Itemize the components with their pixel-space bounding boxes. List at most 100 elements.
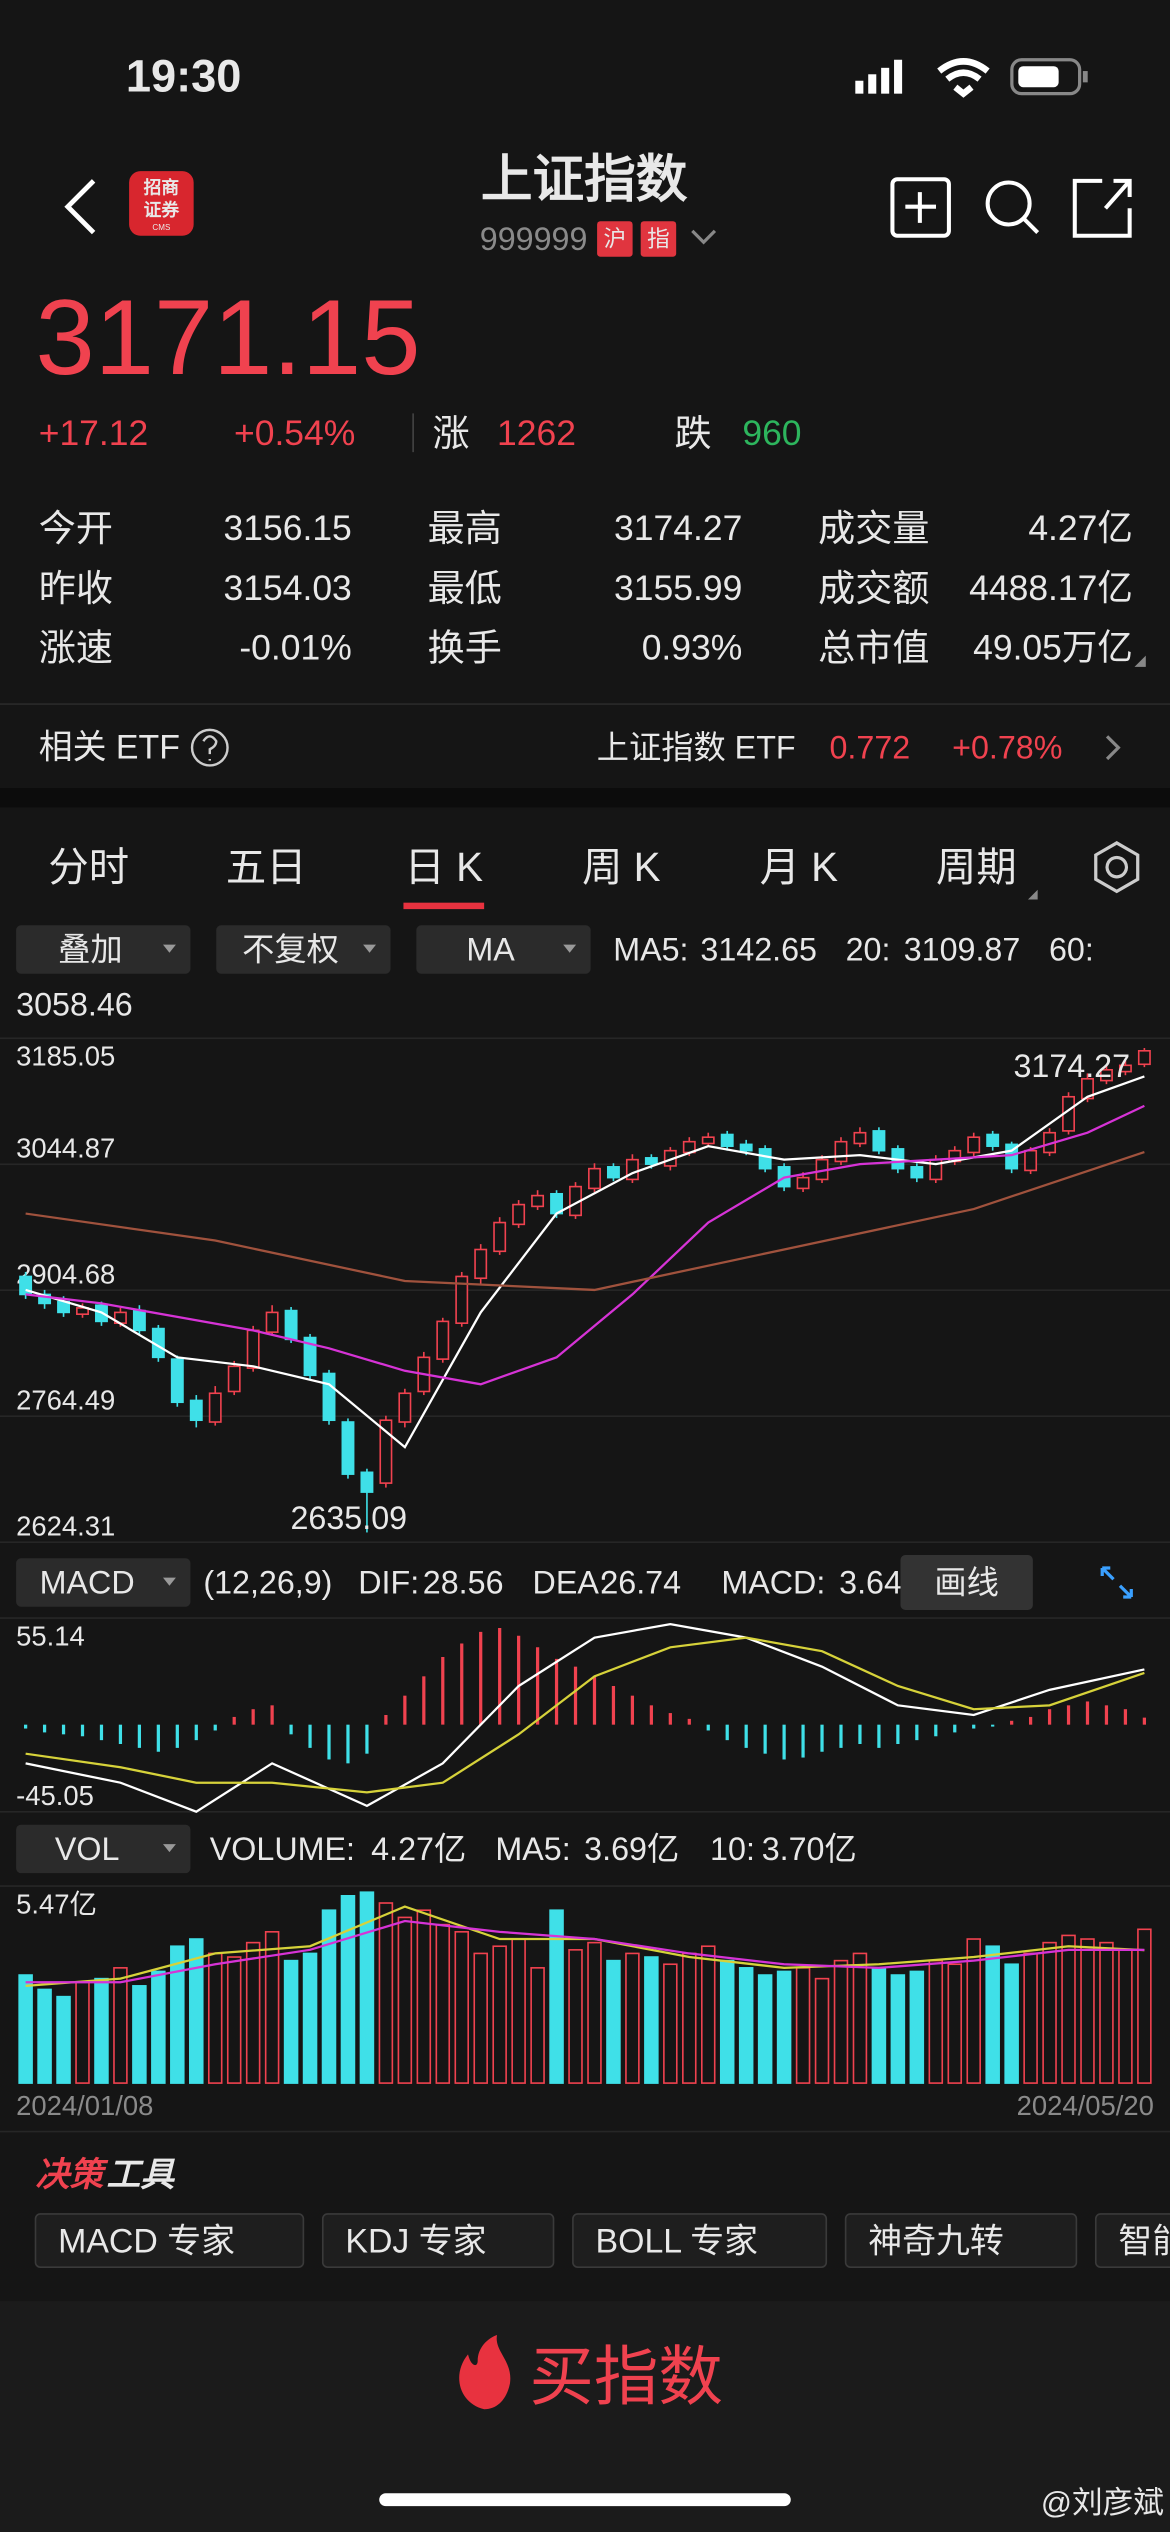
add-button[interactable] bbox=[890, 177, 951, 238]
help-icon[interactable] bbox=[190, 728, 229, 767]
tool-button[interactable] bbox=[844, 2213, 1078, 2268]
candle-body bbox=[493, 1221, 507, 1253]
etf-label: 相关 ETF bbox=[39, 729, 180, 767]
tab[interactable]: 五日 bbox=[226, 844, 307, 890]
volume-bar bbox=[1023, 1952, 1038, 2084]
x-label: 2024/01/08 bbox=[16, 2090, 153, 2121]
stat-value: 4.27亿 bbox=[1028, 508, 1133, 548]
y-tick-label: 2904.68 bbox=[16, 1259, 115, 1290]
candle-body bbox=[967, 1136, 981, 1154]
logo-text: 证券 bbox=[144, 199, 180, 220]
volume-bar bbox=[644, 1956, 659, 2084]
volume-bar bbox=[757, 1974, 773, 2084]
legend-value: 28.56 bbox=[423, 1564, 504, 1600]
volume-bar bbox=[700, 1945, 716, 2084]
etf-change: +0.78% bbox=[952, 730, 1062, 766]
candle-body bbox=[910, 1166, 924, 1179]
candle-body bbox=[322, 1372, 336, 1422]
dropdown-label: 叠加 bbox=[58, 931, 123, 967]
flame-icon bbox=[459, 2334, 511, 2410]
volume-bar bbox=[18, 1974, 33, 2084]
volume-bar bbox=[1118, 1949, 1133, 2084]
y-tick-label: 5.47亿 bbox=[16, 1888, 97, 1919]
change-pct: +0.54% bbox=[234, 413, 355, 453]
candle-body bbox=[644, 1157, 658, 1165]
settings-button[interactable] bbox=[1094, 841, 1140, 894]
back-button[interactable] bbox=[64, 179, 96, 235]
down-count: 960 bbox=[742, 413, 801, 453]
tools-title: 决策 bbox=[36, 2156, 109, 2194]
volume-bar bbox=[1004, 1963, 1019, 2084]
line bbox=[25, 1622, 1145, 1813]
tool-button-label: BOLL 专家 bbox=[595, 2222, 758, 2260]
tool-button[interactable] bbox=[321, 2213, 555, 2268]
volume-bar bbox=[492, 1945, 507, 2084]
tag: 沪 bbox=[604, 226, 627, 251]
volume-bar bbox=[985, 1945, 1000, 2084]
tab-corner bbox=[1027, 889, 1038, 900]
tab[interactable]: 月 K bbox=[760, 844, 839, 890]
volume-bar bbox=[170, 1945, 185, 2084]
battery-icon bbox=[1010, 58, 1088, 96]
stat-label: 涨速 bbox=[39, 627, 113, 669]
stat-label: 成交量 bbox=[818, 507, 929, 549]
home-indicator bbox=[379, 2493, 791, 2507]
indicator-dropdown[interactable] bbox=[16, 1558, 191, 1607]
volume-bar bbox=[151, 1970, 166, 2084]
candle-body bbox=[1137, 1049, 1151, 1066]
volume-bar bbox=[245, 1941, 261, 2084]
dropdown[interactable] bbox=[416, 925, 591, 974]
volume-bar bbox=[1099, 1941, 1114, 2084]
candle-body bbox=[739, 1143, 753, 1152]
tool-button[interactable] bbox=[34, 2213, 305, 2268]
fullscreen-button[interactable] bbox=[1100, 1566, 1133, 1599]
code-dropdown[interactable] bbox=[691, 229, 717, 245]
candle-body bbox=[588, 1167, 601, 1190]
indicator-dropdown[interactable] bbox=[16, 1824, 191, 1874]
candle-body bbox=[360, 1471, 374, 1493]
draw-button[interactable]: 画线 bbox=[934, 1564, 999, 1600]
candle-body bbox=[720, 1133, 734, 1147]
tab[interactable]: 日 K bbox=[405, 844, 484, 890]
tool-button[interactable] bbox=[1094, 2213, 1170, 2268]
tab[interactable]: 周期 bbox=[936, 844, 1017, 890]
tab[interactable]: 周 K bbox=[582, 844, 661, 890]
volume-bar bbox=[435, 1923, 451, 2084]
tool-button-label: MACD 专家 bbox=[58, 2222, 235, 2260]
share-button[interactable] bbox=[1072, 178, 1132, 238]
volume-bar bbox=[1042, 1941, 1057, 2084]
legend-name: VOLUME: bbox=[210, 1831, 355, 1867]
title: 上证指数 bbox=[481, 150, 688, 208]
etf-name[interactable]: 上证指数 ETF bbox=[597, 730, 796, 766]
volume-bar bbox=[795, 1967, 811, 2084]
stat-value: 0.93% bbox=[642, 628, 743, 668]
up-count: 1262 bbox=[497, 413, 576, 453]
etf-chevron[interactable] bbox=[1105, 735, 1121, 761]
candle-body bbox=[398, 1392, 412, 1423]
dropdown[interactable] bbox=[216, 925, 391, 974]
tool-button-label: KDJ 专家 bbox=[345, 2222, 486, 2260]
dropdown[interactable] bbox=[16, 925, 191, 974]
volume-bar bbox=[132, 1985, 147, 2084]
candle-body bbox=[189, 1399, 203, 1422]
volume-bar bbox=[606, 1959, 621, 2084]
legend-name: 20: bbox=[846, 931, 891, 967]
volume-bar bbox=[75, 1981, 90, 2084]
tools-title: 工具 bbox=[107, 2156, 176, 2194]
candle-body bbox=[303, 1336, 317, 1377]
volume-bar bbox=[852, 1952, 868, 2084]
search-button[interactable] bbox=[985, 180, 1040, 234]
buy-button[interactable]: 买指数 bbox=[529, 2341, 723, 2413]
tab[interactable]: 分时 bbox=[48, 844, 129, 890]
stat-value: 4488.17亿 bbox=[969, 568, 1133, 608]
volume-bar bbox=[1137, 1928, 1152, 2084]
candle-body bbox=[872, 1130, 886, 1152]
tool-button[interactable] bbox=[572, 2213, 828, 2268]
y-tick-label: -45.05 bbox=[16, 1780, 94, 1811]
draw-button-bg[interactable] bbox=[900, 1555, 1033, 1610]
candle-body bbox=[606, 1166, 620, 1179]
legend-name: 60: bbox=[1049, 931, 1094, 967]
volume-bar bbox=[947, 1963, 963, 2084]
volume-bar bbox=[738, 1967, 754, 2084]
